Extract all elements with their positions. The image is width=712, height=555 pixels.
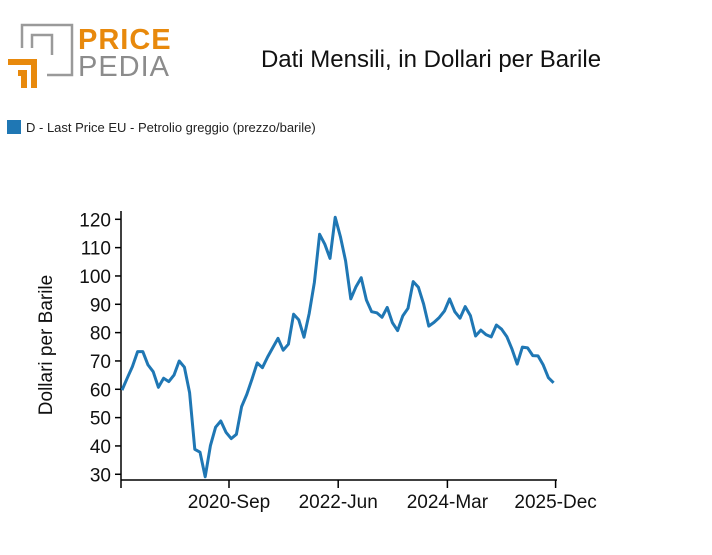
y-tick-label: 90 [90, 295, 111, 316]
y-tick-label: 70 [90, 352, 111, 373]
y-tick-label: 110 [81, 239, 111, 260]
y-tick-label: 30 [90, 465, 111, 486]
y-axis-label: Dollari per Barile [36, 275, 57, 415]
y-tick-label: 100 [79, 267, 111, 288]
chart-title: Dati Mensili, in Dollari per Barile [261, 46, 601, 73]
pricepedia-logo: PRICE PEDIA [8, 23, 172, 88]
y-tick-label: 60 [90, 380, 111, 401]
legend-label: D - Last Price EU - Petrolio greggio (pr… [26, 120, 316, 135]
y-tick-label: 120 [79, 210, 111, 231]
y-tick-label: 40 [90, 437, 111, 458]
logo-text-price: PRICE [78, 24, 172, 56]
x-tick-label: 2025-Dec [514, 492, 596, 513]
x-tick-label: 2022-Jun [299, 492, 378, 513]
x-tick-label: 2024-Mar [407, 492, 489, 513]
series-line [120, 215, 555, 479]
legend-swatch [7, 120, 21, 134]
y-tick-label: 50 [90, 409, 111, 430]
logo-text-pedia: PEDIA [78, 51, 170, 83]
x-tick-label: 2020-Sep [188, 492, 270, 513]
y-tick-label: 80 [90, 324, 111, 345]
